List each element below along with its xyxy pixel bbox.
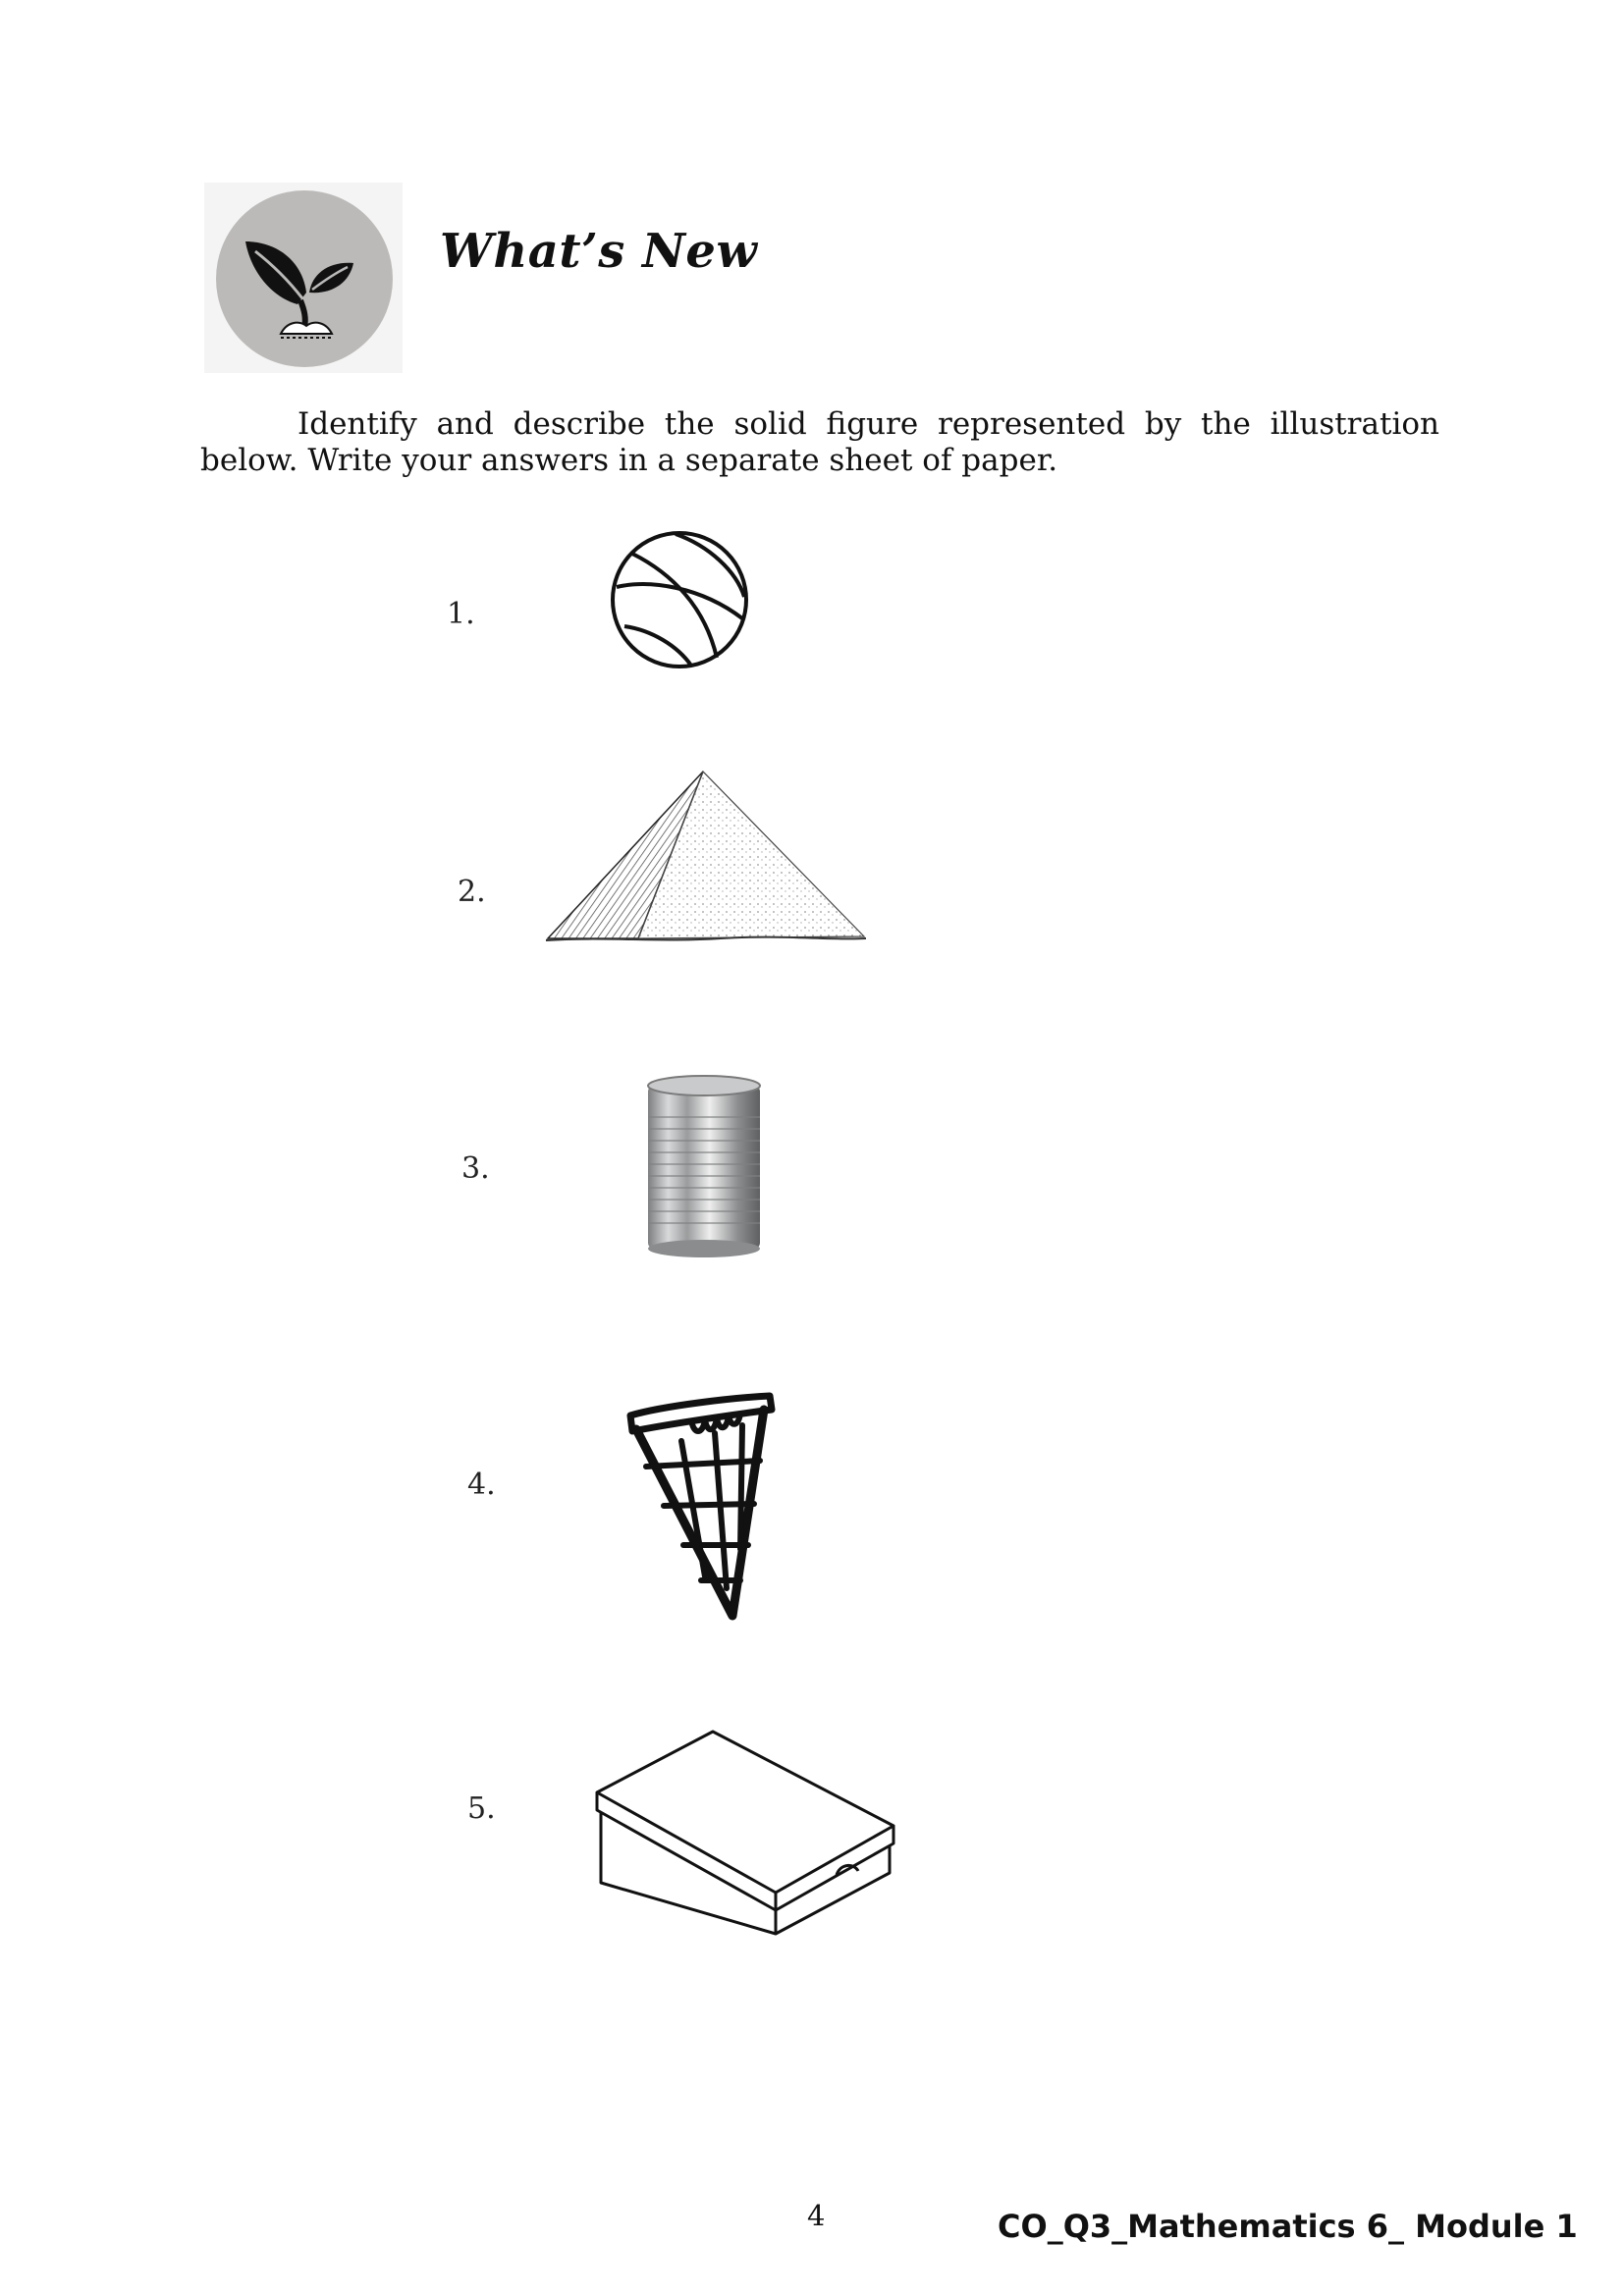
item-number: 2. [458,875,486,909]
basketball-icon [607,528,752,671]
tin-can-icon [644,1074,764,1260]
module-label: CO_Q3_Mathematics 6_ Module 1 [998,2208,1578,2245]
seedling-icon [216,190,393,367]
instructions-paragraph: Identify and describe the solid figure r… [200,406,1439,478]
pyramid-icon [544,768,868,946]
section-title: What’s New [440,224,758,279]
page-number: 4 [807,2199,826,2232]
shoe-box-icon [591,1726,899,1940]
item-number: 5. [467,1791,496,1826]
section-icon-badge [204,183,403,373]
item-number: 1. [447,597,475,631]
ice-cream-cone-icon [624,1392,776,1624]
item-number: 4. [467,1468,496,1502]
item-number: 3. [461,1151,490,1186]
